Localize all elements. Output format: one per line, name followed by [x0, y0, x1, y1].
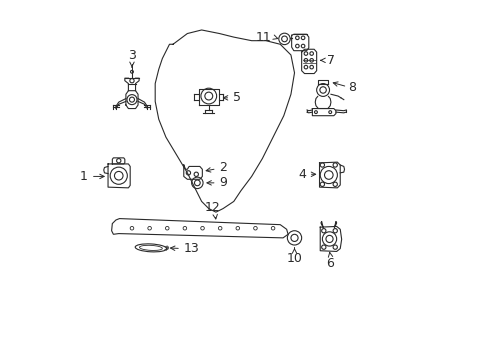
Polygon shape: [111, 219, 287, 238]
Text: 3: 3: [128, 49, 136, 62]
Text: 11: 11: [255, 31, 271, 44]
Text: 10: 10: [286, 252, 302, 265]
Text: 9: 9: [206, 176, 227, 189]
Text: 8: 8: [347, 81, 355, 94]
Text: 1: 1: [80, 170, 104, 183]
Text: 13: 13: [170, 242, 199, 256]
Text: 12: 12: [204, 201, 220, 214]
Text: 2: 2: [206, 161, 227, 174]
Text: 6: 6: [325, 257, 333, 270]
Text: 4: 4: [298, 168, 315, 181]
Text: 5: 5: [223, 91, 241, 104]
Text: 7: 7: [320, 54, 334, 67]
